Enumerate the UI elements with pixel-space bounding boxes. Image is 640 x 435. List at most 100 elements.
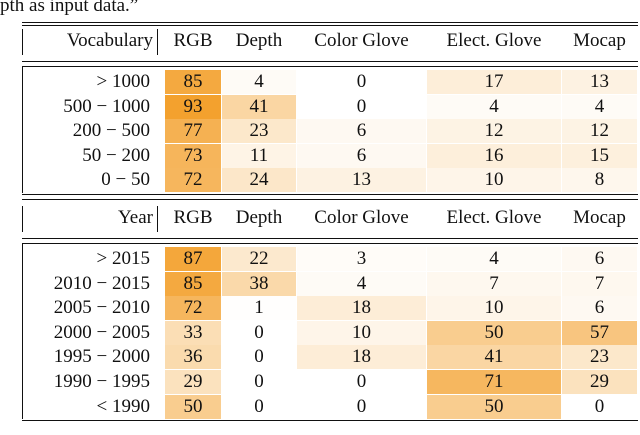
cell-value: 1 [254, 297, 264, 319]
row-label: > 2015 [96, 248, 150, 269]
cell-value: 4 [489, 95, 499, 117]
cell-value: 10 [352, 321, 371, 343]
cell-value: 73 [183, 144, 203, 166]
rule [22, 243, 638, 244]
cell-value: 10 [484, 169, 504, 191]
cell-value: 93 [183, 95, 203, 117]
divider [22, 247, 23, 272]
cell-value: 4 [489, 248, 499, 269]
cell-value: 50 [183, 395, 203, 417]
heat-cell [427, 168, 561, 193]
heat-cell [222, 247, 296, 271]
heat-cell [165, 119, 221, 144]
divider [157, 29, 158, 55]
column-header: Vocabulary [66, 30, 153, 51]
cell-value: 0 [254, 395, 264, 417]
cell-value: 24 [249, 169, 269, 191]
cell-value: 3 [356, 248, 367, 269]
cell-value: 11 [249, 144, 269, 166]
heat-cell [562, 94, 637, 119]
row-label: 1990 − 1995 [53, 371, 150, 392]
column-header: RGB [173, 30, 213, 51]
rule [22, 238, 638, 239]
divider [22, 29, 23, 55]
heat-cell [427, 320, 561, 345]
heat-cell [165, 345, 221, 370]
cell-value: 41 [249, 95, 269, 117]
heat-cell [165, 70, 221, 94]
heat-cell [427, 119, 561, 144]
cell-value: 33 [183, 321, 203, 343]
cell-value: 15 [590, 144, 609, 166]
heat-cell [165, 296, 221, 321]
column-header: Color Glove [314, 30, 409, 51]
cell-value: 6 [356, 120, 367, 142]
cell-value: 0 [356, 95, 367, 117]
divider [22, 119, 23, 144]
cell-value: 18 [352, 297, 371, 319]
column-header: Depth [235, 30, 283, 51]
cell-value: 23 [249, 120, 269, 142]
cell-value: 4 [594, 95, 605, 117]
heat-cell [562, 168, 637, 193]
heat-cell [297, 296, 426, 321]
heat-cell [297, 168, 426, 193]
heat-cell [297, 70, 426, 94]
cell-value: 0 [356, 395, 367, 417]
heat-cell [562, 370, 637, 394]
rule [22, 22, 638, 23]
cell-value: 0 [254, 321, 264, 343]
heat-cell [427, 345, 561, 370]
row-label: < 1990 [96, 395, 150, 417]
heat-cell [222, 70, 296, 94]
heat-cell [562, 143, 637, 168]
cell-value: 23 [590, 346, 609, 368]
cell-value: 13 [352, 169, 371, 191]
heat-cell [562, 70, 637, 94]
cell-value: 87 [183, 248, 203, 269]
heat-cell [427, 296, 561, 321]
heat-cell [562, 394, 637, 419]
heat-cell [222, 296, 296, 321]
rule [22, 194, 638, 195]
heat-cell [427, 94, 561, 119]
heat-cell [562, 271, 637, 296]
column-header: RGB [173, 207, 213, 228]
divider [22, 394, 23, 420]
heat-cell [165, 143, 221, 168]
cell-value: 12 [590, 120, 609, 142]
heat-cell [297, 143, 426, 168]
heat-cell [222, 168, 296, 193]
cell-value: 16 [484, 144, 504, 166]
cell-value: 0 [594, 395, 605, 417]
cell-value: 38 [249, 272, 269, 294]
heat-cell [165, 247, 221, 271]
row-label: > 1000 [96, 71, 150, 92]
heat-cell [562, 119, 637, 144]
divider [157, 206, 158, 232]
row-label: 1995 − 2000 [53, 346, 150, 368]
heat-cell [222, 394, 296, 419]
cell-value: 10 [484, 297, 504, 319]
divider [22, 345, 23, 370]
cell-value: 0 [254, 346, 264, 368]
cell-value: 0 [254, 371, 264, 392]
heat-cell [297, 394, 426, 419]
cell-value: 6 [594, 248, 605, 269]
rule [22, 199, 638, 200]
cell-value: 22 [249, 248, 269, 269]
cell-value: 36 [183, 346, 203, 368]
cell-value: 85 [183, 272, 203, 294]
divider [22, 206, 23, 232]
heat-cell [297, 247, 426, 271]
cell-value: 4 [356, 272, 367, 294]
heat-cell [297, 370, 426, 394]
divider [22, 143, 23, 169]
heat-cell [427, 271, 561, 296]
cell-value: 18 [352, 346, 371, 368]
caption-fragment: pth as input data.” [0, 0, 139, 16]
heat-cell [427, 370, 561, 394]
cell-value: 57 [590, 321, 609, 343]
cell-value: 85 [183, 71, 203, 92]
